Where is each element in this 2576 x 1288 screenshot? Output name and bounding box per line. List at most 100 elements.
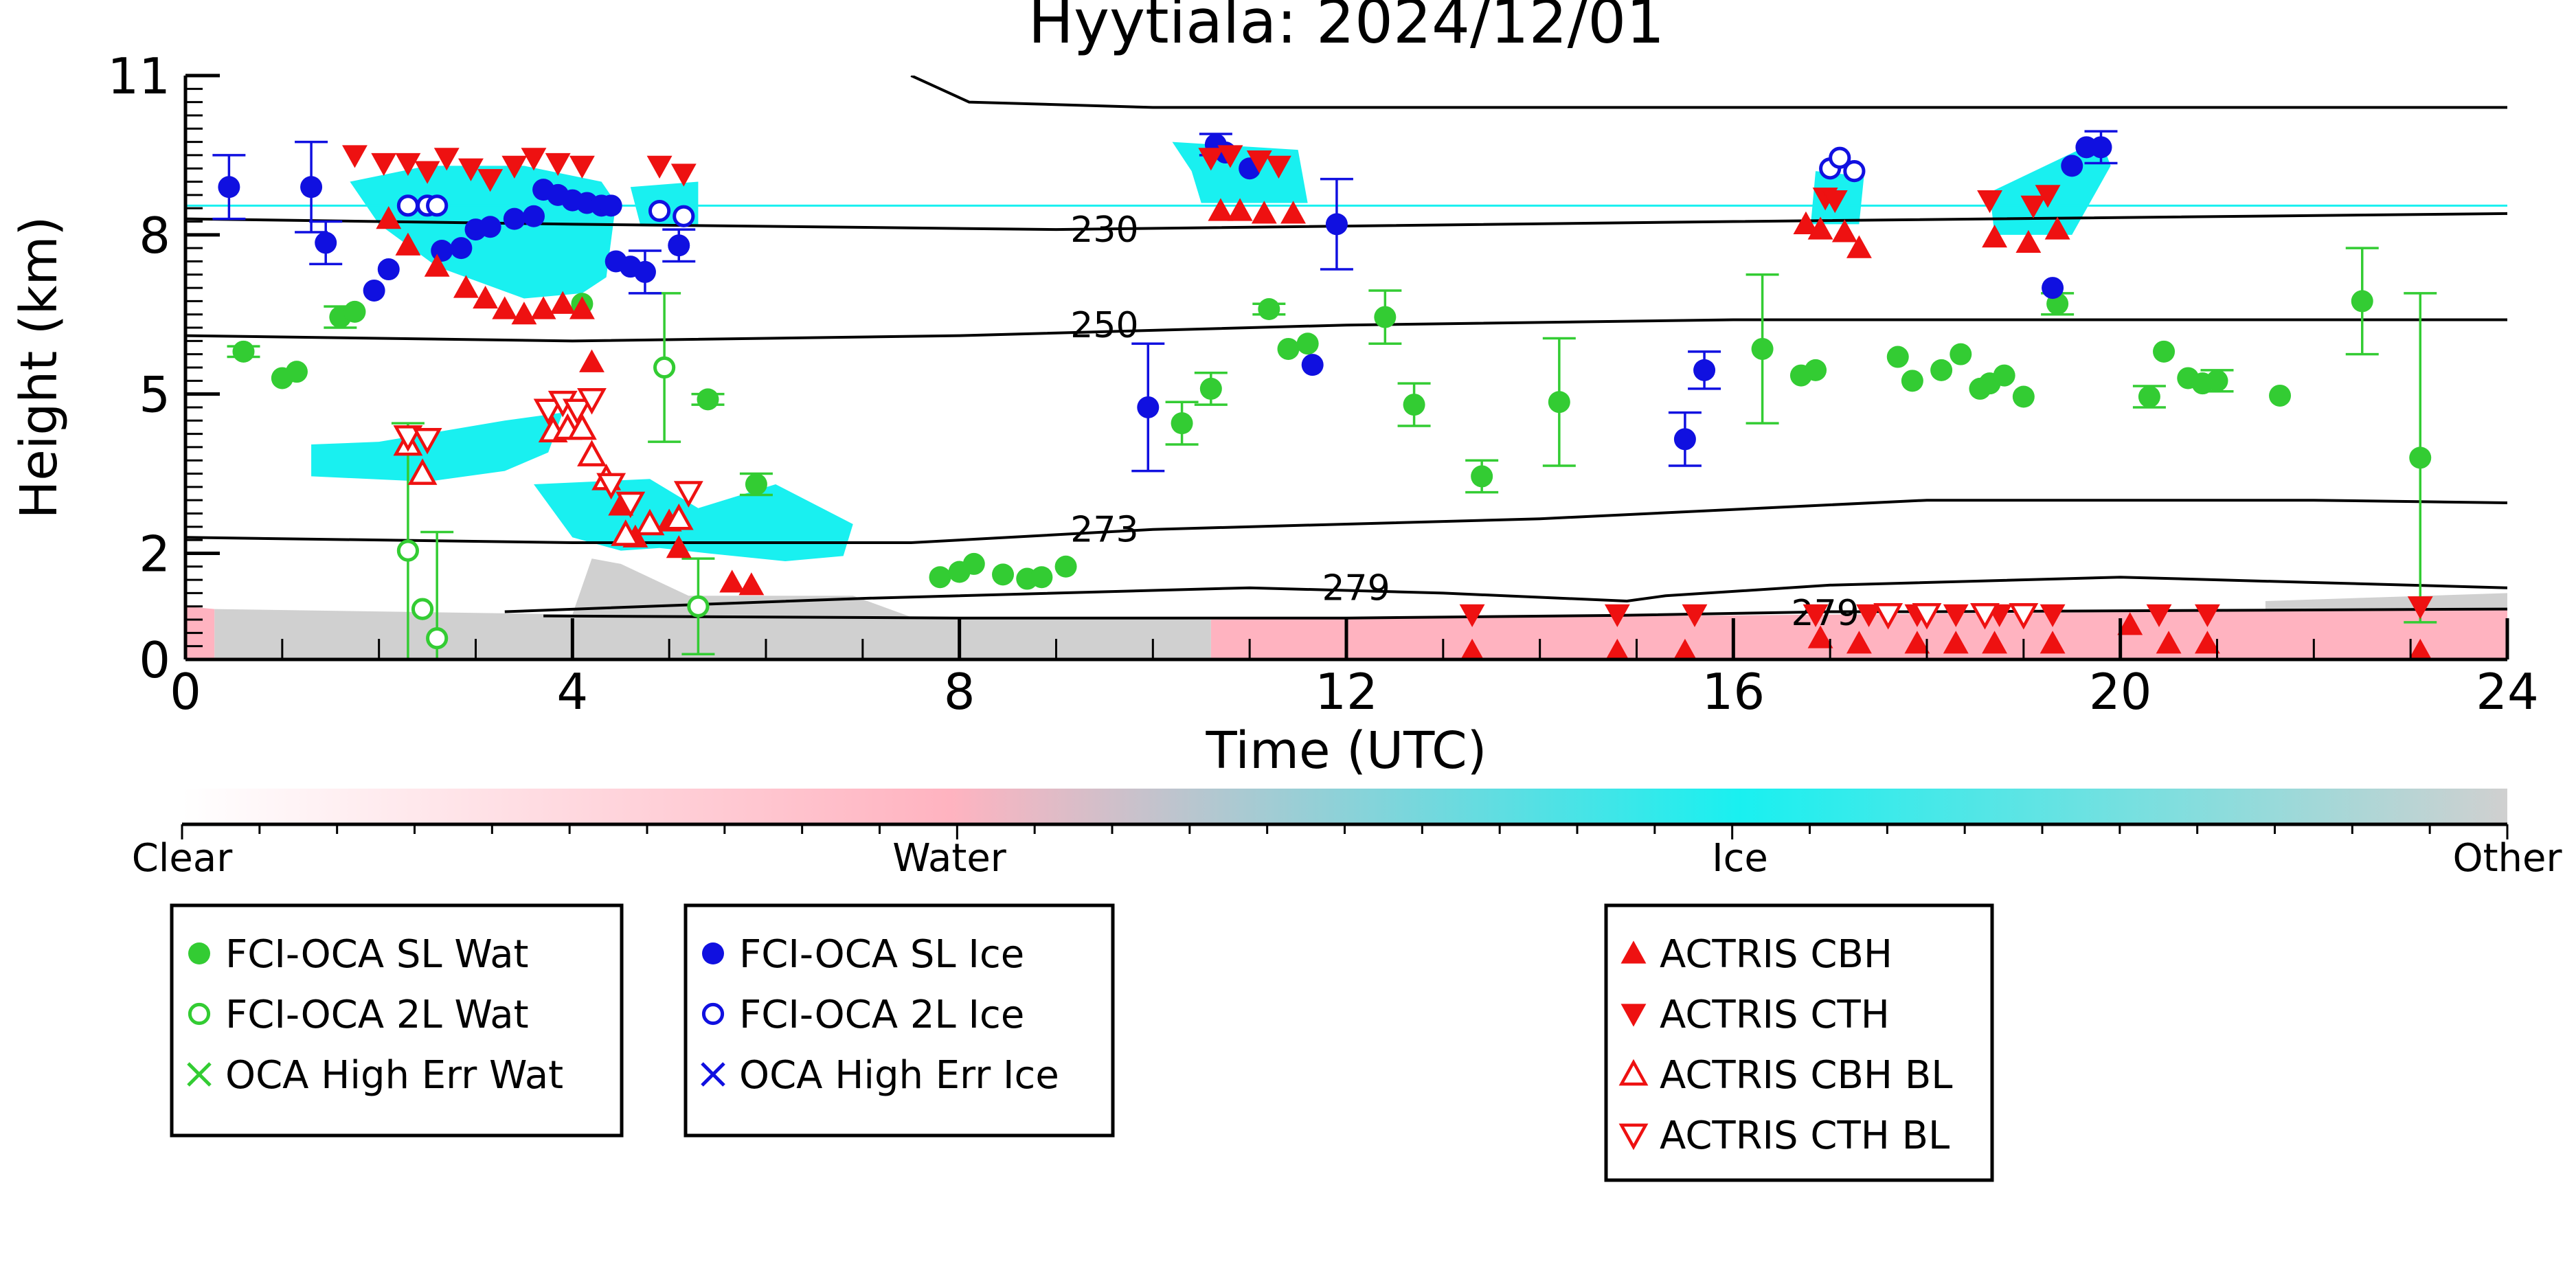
data-point bbox=[2194, 631, 2220, 654]
data-point bbox=[1280, 201, 1306, 224]
data-point bbox=[1807, 625, 1833, 648]
data-point bbox=[1030, 566, 1053, 589]
data-point bbox=[363, 279, 385, 302]
data-point bbox=[2020, 195, 2046, 218]
contour-line bbox=[185, 212, 2507, 231]
data-point bbox=[1943, 631, 1969, 654]
data-point bbox=[396, 194, 420, 217]
data-point bbox=[218, 176, 240, 199]
data-point bbox=[2407, 596, 2433, 620]
data-point bbox=[1548, 391, 1570, 414]
data-point bbox=[342, 145, 368, 168]
data-point bbox=[1829, 146, 1851, 169]
data-point bbox=[1943, 604, 1969, 627]
data-point bbox=[377, 258, 400, 281]
cloud-region-ice bbox=[311, 412, 563, 482]
data-point bbox=[1831, 219, 1857, 242]
x-tick-label: 8 bbox=[944, 663, 975, 721]
data-point bbox=[1054, 555, 1077, 578]
data-point bbox=[1682, 604, 1708, 627]
contour-line bbox=[185, 318, 2507, 343]
x-tick-label: 0 bbox=[170, 663, 201, 721]
data-point bbox=[533, 398, 563, 426]
data-point bbox=[2351, 290, 2373, 313]
contour-label: 273 bbox=[1070, 510, 1138, 551]
legends: FCI-OCA SL Wat FCI-OCA 2L Wat OCA High Err… bbox=[170, 903, 1994, 1182]
data-point bbox=[393, 425, 423, 452]
data-point bbox=[411, 598, 434, 620]
legend-marker bbox=[1618, 1059, 1649, 1086]
data-point bbox=[1198, 148, 1224, 171]
data-point bbox=[1803, 604, 1829, 627]
data-point bbox=[719, 569, 745, 593]
data-point bbox=[646, 155, 673, 179]
y-tick-label: 8 bbox=[139, 207, 170, 264]
data-point bbox=[1605, 638, 1629, 659]
data-point bbox=[615, 491, 646, 519]
cloud-region-ice bbox=[534, 479, 853, 562]
contour-label: 279 bbox=[1791, 593, 1859, 634]
data-point bbox=[2156, 631, 2182, 654]
data-point bbox=[2146, 604, 2172, 627]
data-point bbox=[635, 508, 665, 536]
data-point bbox=[633, 260, 656, 283]
data-point bbox=[477, 169, 504, 192]
data-point bbox=[1982, 631, 2008, 654]
data-point bbox=[1459, 604, 1485, 627]
data-point bbox=[1950, 343, 1972, 365]
data-point bbox=[492, 296, 518, 319]
data-point bbox=[523, 205, 545, 227]
data-point bbox=[1258, 298, 1280, 320]
legend-marker bbox=[1620, 1004, 1647, 1027]
data-point bbox=[396, 539, 420, 562]
data-point bbox=[300, 176, 323, 199]
legend-label: FCI-OCA 2L Ice bbox=[739, 993, 1024, 1037]
data-point bbox=[407, 458, 438, 485]
data-point bbox=[2015, 229, 2042, 253]
data-point bbox=[600, 194, 622, 217]
data-point bbox=[1846, 631, 1872, 654]
data-point bbox=[2009, 602, 2039, 630]
data-point bbox=[479, 216, 501, 238]
data-point bbox=[1751, 337, 1774, 360]
data-point bbox=[1171, 412, 1193, 435]
data-point bbox=[501, 155, 528, 179]
data-point bbox=[1673, 638, 1697, 659]
data-point bbox=[1977, 190, 2002, 214]
data-point bbox=[545, 152, 571, 177]
data-point bbox=[567, 413, 597, 440]
x-tick-label: 4 bbox=[556, 663, 588, 721]
contour-label: 279 bbox=[1322, 568, 1390, 609]
colorbar-gradient bbox=[182, 789, 2507, 824]
legend-label: FCI-OCA SL Ice bbox=[739, 932, 1024, 977]
data-point bbox=[1843, 159, 1866, 183]
axes: 0 2 5 8 11 0 4 8 12 16 20 24 bbox=[107, 47, 2538, 721]
data-point bbox=[414, 161, 440, 184]
data-point bbox=[2090, 136, 2112, 159]
contour-line bbox=[504, 576, 2507, 613]
legend-marker bbox=[1618, 1123, 1649, 1151]
legend-marker bbox=[702, 942, 724, 964]
data-point bbox=[1673, 428, 1696, 451]
legend-label: OCA High Err Wat bbox=[225, 1053, 563, 1098]
data-point bbox=[666, 535, 692, 558]
data-point bbox=[1277, 337, 1300, 360]
data-point bbox=[697, 388, 719, 411]
data-point bbox=[450, 237, 473, 260]
data-point bbox=[1251, 201, 1277, 224]
data-point bbox=[550, 291, 576, 314]
data-point bbox=[426, 194, 449, 217]
data-point bbox=[1912, 602, 1942, 630]
data-point bbox=[426, 626, 449, 650]
contour-line bbox=[910, 76, 2507, 109]
data-point bbox=[424, 253, 450, 277]
legend-marker bbox=[188, 1002, 211, 1026]
legend-label: ACTRIS CBH BL bbox=[1660, 1053, 1952, 1098]
data-point bbox=[521, 148, 547, 171]
legend-box: FCI-OCA SL Wat FCI-OCA 2L Wat OCA High Err… bbox=[170, 903, 624, 1138]
colorbar-label: Clear bbox=[132, 836, 233, 881]
chart-title: Hyytiala: 2024/12/01 bbox=[1028, 0, 1664, 57]
legend-label: ACTRIS CTH bbox=[1660, 993, 1890, 1037]
data-point bbox=[1807, 216, 1833, 240]
data-point bbox=[648, 199, 671, 223]
